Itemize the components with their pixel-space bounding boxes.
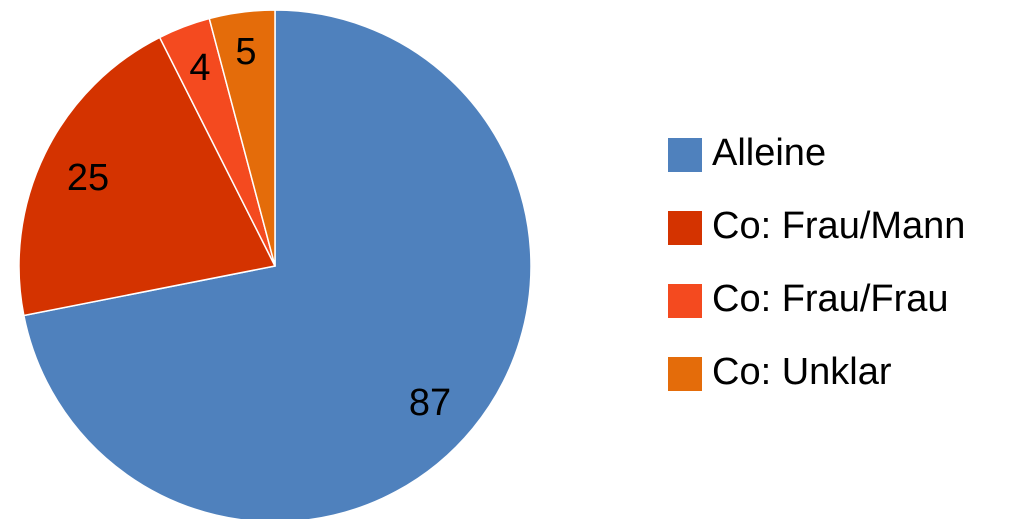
data-label-1: 87 (409, 382, 451, 424)
legend-label-2: Co: Frau/Mann (712, 205, 965, 247)
data-label-2: 25 (67, 157, 109, 199)
legend-label-1: Alleine (712, 132, 826, 174)
legend-swatch-4 (668, 357, 702, 391)
pie-slice-1 (22, 9, 532, 519)
legend-swatch-3 (668, 284, 702, 318)
data-label-3: 4 (189, 47, 210, 89)
data-label-4: 5 (235, 31, 256, 73)
pie-slice-4 (208, 9, 276, 267)
legend: Alleine Co: Frau/Mann Co: Frau/Frau Co: Unk… (668, 132, 965, 393)
legend-swatch-2 (668, 211, 702, 245)
pie-slice-2 (18, 36, 277, 317)
legend-swatch-1 (668, 138, 702, 172)
pie-data-labels: 87 25 4 5 (67, 31, 451, 424)
legend-label-4: Co: Unklar (712, 351, 892, 393)
pie-slices (18, 9, 532, 519)
legend-label-3: Co: Frau/Frau (712, 278, 949, 320)
